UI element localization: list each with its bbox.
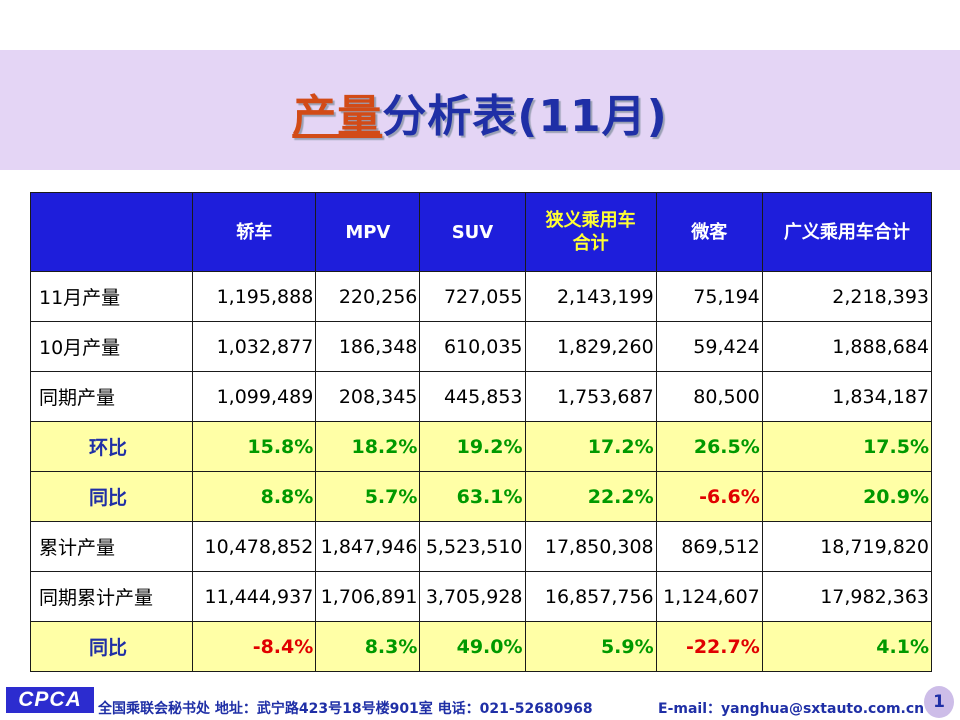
cpca-logo: CPCA bbox=[6, 687, 94, 713]
header-cell-0 bbox=[29, 192, 194, 272]
table-cell: 2,218,393 bbox=[761, 271, 933, 322]
table-row: 同比 8.8% 5.7% 63.1% 22.2% -6.6% 20.9% bbox=[29, 471, 933, 522]
table-cell: 610,035 bbox=[419, 321, 526, 372]
table-cell: 26.5% bbox=[655, 421, 763, 472]
table-cell: -22.7% bbox=[655, 621, 763, 672]
table-cell: -6.6% bbox=[655, 471, 763, 522]
row-label: 累计产量 bbox=[29, 521, 194, 572]
table-cell: 5,523,510 bbox=[419, 521, 526, 572]
table-cell: 17.5% bbox=[761, 421, 933, 472]
table-cell: 1,099,489 bbox=[192, 371, 317, 422]
table-cell: 186,348 bbox=[315, 321, 421, 372]
header-cell-5: 微客 bbox=[655, 192, 763, 272]
table-cell: 16,857,756 bbox=[524, 571, 657, 622]
row-label: 环比 bbox=[29, 421, 194, 472]
row-label: 同比 bbox=[29, 471, 194, 522]
table-cell: 220,256 bbox=[315, 271, 421, 322]
table-cell: 1,834,187 bbox=[761, 371, 933, 422]
table-cell: -8.4% bbox=[192, 621, 317, 672]
page-title: 产量分析表(11月) bbox=[0, 80, 960, 144]
header-row: 轿车 MPV SUV 狭义乘用车 合计 微客 广义乘用车合计 bbox=[29, 192, 933, 272]
table-cell: 63.1% bbox=[419, 471, 526, 522]
table-cell: 75,194 bbox=[655, 271, 763, 322]
header-cell-6: 广义乘用车合计 bbox=[761, 192, 933, 272]
row-label: 同期累计产量 bbox=[29, 571, 194, 622]
table-cell: 208,345 bbox=[315, 371, 421, 422]
table-cell: 4.1% bbox=[761, 621, 933, 672]
table-cell: 1,195,888 bbox=[192, 271, 317, 322]
footer-email: E-mail：yanghua@sxtauto.com.cn bbox=[658, 701, 925, 717]
table-cell: 1,124,607 bbox=[655, 571, 763, 622]
header-cell-2: MPV bbox=[315, 192, 421, 272]
table-cell: 10,478,852 bbox=[192, 521, 317, 572]
table-cell: 11,444,937 bbox=[192, 571, 317, 622]
title-rest: 分析表(11月) bbox=[382, 91, 668, 142]
table-cell: 5.7% bbox=[315, 471, 421, 522]
table-cell: 59,424 bbox=[655, 321, 763, 372]
production-table: 轿车 MPV SUV 狭义乘用车 合计 微客 广义乘用车合计 11月产量 1,19… bbox=[29, 192, 933, 672]
table-cell: 869,512 bbox=[655, 521, 763, 572]
table-cell: 17,982,363 bbox=[761, 571, 933, 622]
table-cell: 5.9% bbox=[524, 621, 657, 672]
header-cell-1: 轿车 bbox=[192, 192, 317, 272]
table-cell: 1,847,946 bbox=[315, 521, 421, 572]
table-cell: 445,853 bbox=[419, 371, 526, 422]
table-cell: 20.9% bbox=[761, 471, 933, 522]
table-cell: 22.2% bbox=[524, 471, 657, 522]
row-label: 10月产量 bbox=[29, 321, 194, 372]
table-row: 环比 15.8% 18.2% 19.2% 17.2% 26.5% 17.5% bbox=[29, 421, 933, 472]
table-cell: 15.8% bbox=[192, 421, 317, 472]
table-cell: 8.8% bbox=[192, 471, 317, 522]
table-cell: 18,719,820 bbox=[761, 521, 933, 572]
table-cell: 1,706,891 bbox=[315, 571, 421, 622]
title-band bbox=[0, 50, 960, 170]
footer-address: 全国乘联会秘书处 地址：武宁路423号18号楼901室 电话：021-52680… bbox=[98, 701, 593, 717]
table-cell: 49.0% bbox=[419, 621, 526, 672]
table-cell: 1,753,687 bbox=[524, 371, 657, 422]
row-label: 同期产量 bbox=[29, 371, 194, 422]
table-cell: 8.3% bbox=[315, 621, 421, 672]
header-cell-4: 狭义乘用车 合计 bbox=[524, 192, 657, 272]
table-row: 同期累计产量 11,444,937 1,706,891 3,705,928 16,857… bbox=[29, 571, 933, 622]
table-row: 11月产量 1,195,888 220,256 727,055 2,143,199 75,… bbox=[29, 271, 933, 322]
table-cell: 3,705,928 bbox=[419, 571, 526, 622]
table-row: 同期产量 1,099,489 208,345 445,853 1,753,687 80,5… bbox=[29, 371, 933, 422]
table-cell: 80,500 bbox=[655, 371, 763, 422]
page-number: 1 bbox=[924, 686, 954, 718]
table-cell: 1,888,684 bbox=[761, 321, 933, 372]
row-label: 11月产量 bbox=[29, 271, 194, 322]
table-cell: 727,055 bbox=[419, 271, 526, 322]
table-row: 同比 -8.4% 8.3% 49.0% 5.9% -22.7% 4.1% bbox=[29, 621, 933, 672]
header-cell-3: SUV bbox=[419, 192, 526, 272]
table-cell: 19.2% bbox=[419, 421, 526, 472]
table-cell: 2,143,199 bbox=[524, 271, 657, 322]
table-cell: 17.2% bbox=[524, 421, 657, 472]
table-cell: 18.2% bbox=[315, 421, 421, 472]
table-row: 累计产量 10,478,852 1,847,946 5,523,510 17,850,3… bbox=[29, 521, 933, 572]
row-label: 同比 bbox=[29, 621, 194, 672]
table-row: 10月产量 1,032,877 186,348 610,035 1,829,260 59,… bbox=[29, 321, 933, 372]
table-cell: 17,850,308 bbox=[524, 521, 657, 572]
title-highlight: 产量 bbox=[292, 91, 383, 142]
table-cell: 1,032,877 bbox=[192, 321, 317, 372]
table-cell: 1,829,260 bbox=[524, 321, 657, 372]
